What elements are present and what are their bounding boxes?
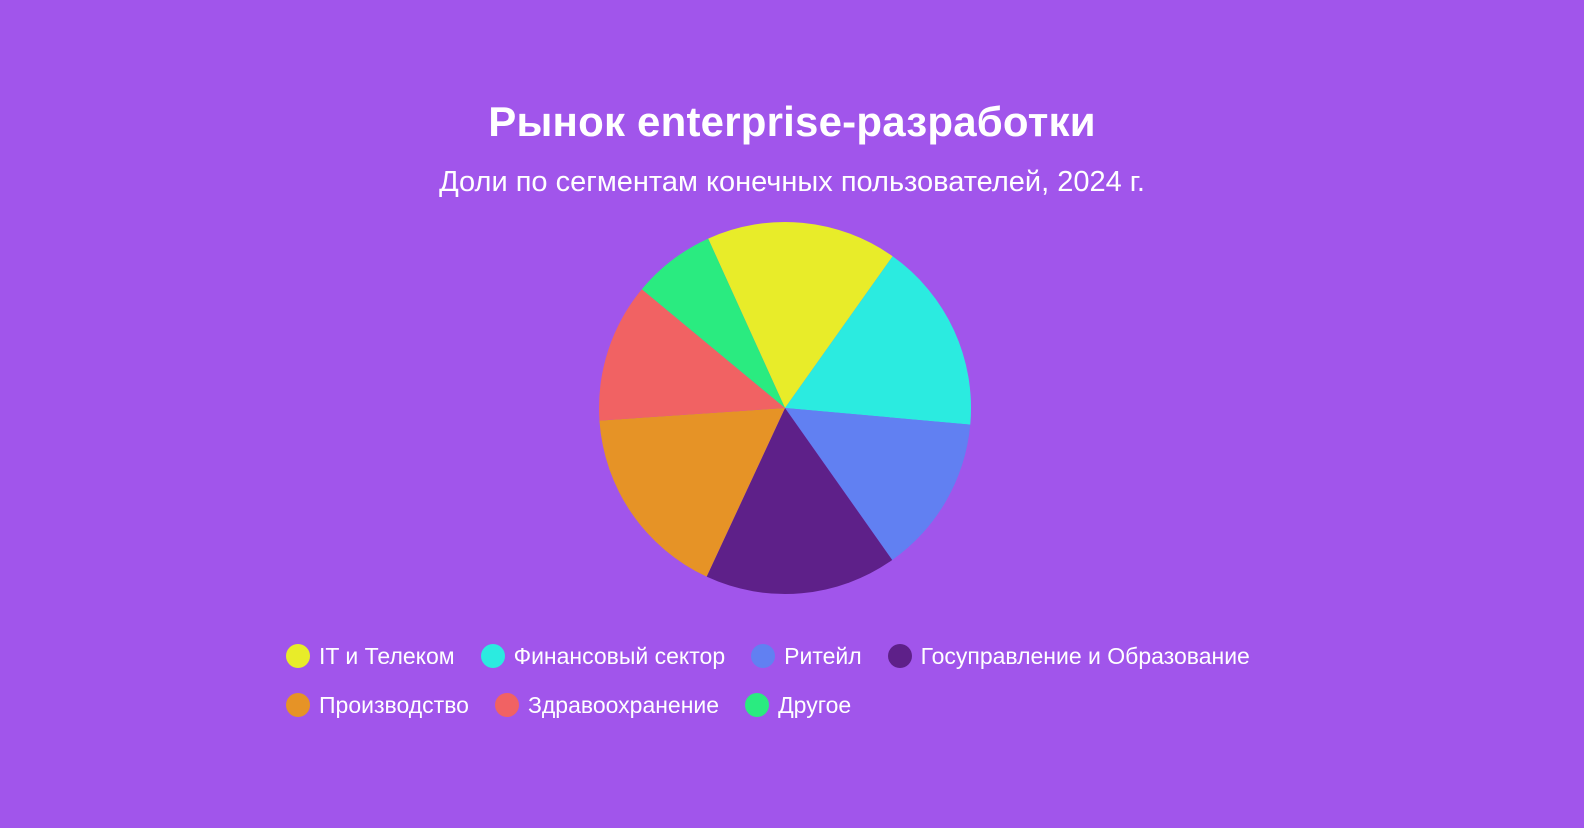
pie-slice bbox=[599, 289, 785, 421]
pie-chart bbox=[598, 221, 972, 595]
legend-item: Финансовый сектор bbox=[480, 642, 726, 670]
legend-item: Ритейл bbox=[751, 643, 862, 670]
chart-title: Рынок enterprise-разработки bbox=[488, 98, 1096, 145]
legend-item: Госуправление и Образование bbox=[887, 642, 1250, 670]
legend-item: Другое bbox=[745, 692, 851, 719]
legend-color-dot-icon bbox=[745, 693, 770, 717]
chart-legend: IT и Телеком Финансовый сектор Ритейл Госуп… bbox=[286, 640, 1306, 738]
legend-label: Здравоохранение bbox=[527, 691, 720, 718]
legend-row: IT и Телеком Финансовый сектор Ритейл Госуп… bbox=[286, 640, 1306, 672]
pie-slice bbox=[599, 408, 785, 577]
legend-color-dot-icon bbox=[286, 644, 310, 668]
legend-color-dot-icon bbox=[494, 693, 519, 717]
pie-svg bbox=[599, 221, 972, 594]
legend-item: IT и Телеком bbox=[286, 643, 455, 670]
legend-label: Финансовый сектор bbox=[513, 642, 726, 669]
legend-item: Здравоохранение bbox=[494, 691, 720, 719]
pie-slice bbox=[706, 408, 893, 594]
legend-color-dot-icon bbox=[751, 644, 776, 668]
legend-label: Производство bbox=[319, 691, 469, 718]
legend-color-dot-icon bbox=[286, 693, 310, 717]
chart-subtitle: Доли по сегментам конечных пользователей… bbox=[439, 166, 1145, 198]
legend-label: Другое bbox=[778, 691, 852, 718]
legend-color-dot-icon bbox=[480, 644, 505, 668]
legend-label: IT и Телеком bbox=[319, 642, 455, 669]
legend-label: Ритейл bbox=[784, 642, 862, 669]
pie-slice bbox=[708, 221, 893, 408]
legend-row: Производство Здравоохранение Другое bbox=[286, 689, 1306, 721]
pie-slice bbox=[785, 408, 971, 560]
legend-item: Производство bbox=[286, 692, 469, 719]
legend-label: Госуправление и Образование bbox=[920, 642, 1250, 669]
legend-color-dot-icon bbox=[887, 644, 912, 668]
pie-slice bbox=[641, 238, 785, 408]
pie-slice bbox=[785, 256, 972, 425]
